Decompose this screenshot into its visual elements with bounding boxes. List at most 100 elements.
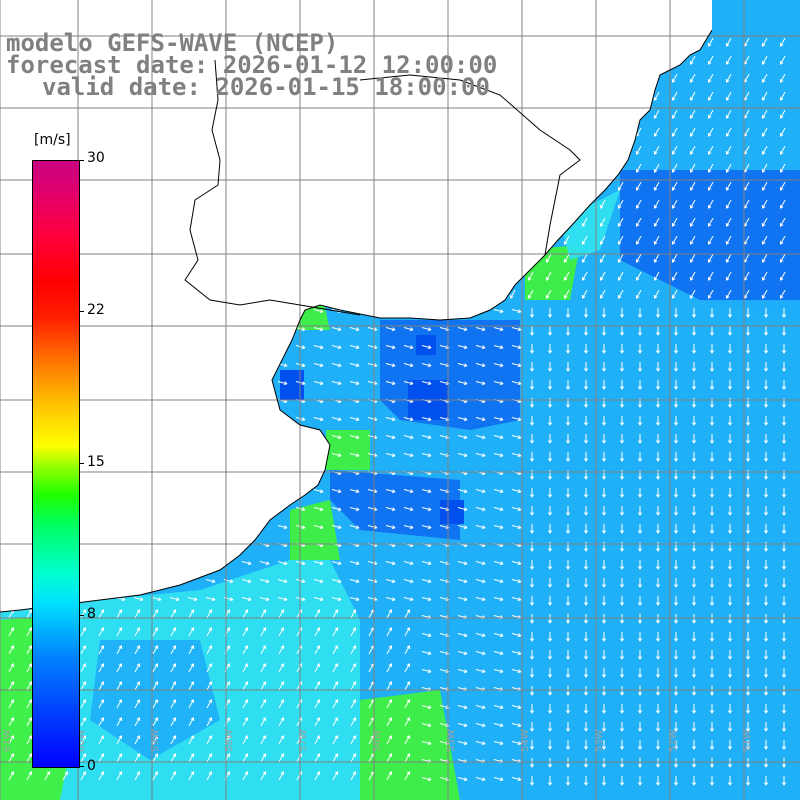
- wind-arrow: [278, 771, 284, 781]
- wind-arrow-head: [547, 476, 553, 480]
- wind-arrow: [188, 645, 194, 655]
- wind-arrow: [331, 452, 341, 457]
- wind-arrow-head: [481, 417, 486, 422]
- wind-arrow-head: [617, 205, 622, 209]
- wind-arrow-head: [427, 633, 432, 638]
- wind-arrow: [278, 609, 284, 619]
- wind-arrow-head: [779, 205, 784, 209]
- wind-arrow: [314, 735, 320, 745]
- wind-arrow: [350, 663, 356, 673]
- wind-arrow-head: [581, 241, 586, 245]
- wind-arrow-head: [262, 735, 267, 739]
- wind-arrow: [654, 181, 660, 191]
- wind-arrow-head: [653, 277, 658, 281]
- wind-arrow-head: [517, 579, 522, 584]
- wind-arrow-head: [635, 187, 640, 191]
- wind-arrow: [780, 55, 786, 65]
- wind-arrow-head: [319, 381, 324, 386]
- wind-arrow: [654, 217, 660, 227]
- wind-arrow-head: [655, 782, 661, 786]
- wind-arrow-head: [319, 507, 324, 512]
- wind-arrow-head: [319, 327, 324, 332]
- wind-arrow: [475, 632, 485, 637]
- wind-arrow: [457, 434, 467, 439]
- wind-arrow: [314, 771, 320, 781]
- wind-arrow-head: [445, 435, 450, 440]
- wind-arrow-head: [689, 79, 694, 83]
- wind-arrow-head: [82, 735, 87, 739]
- wind-arrow: [439, 434, 449, 439]
- wind-arrow: [206, 627, 212, 637]
- wind-arrow-head: [583, 368, 589, 372]
- wind-arrow-head: [637, 764, 643, 768]
- wind-arrow-head: [154, 645, 159, 649]
- wind-arrow: [421, 722, 431, 727]
- wind-arrow: [421, 524, 431, 529]
- wind-arrow: [708, 91, 714, 101]
- wind-arrow: [368, 717, 374, 727]
- wind-arrow-head: [707, 169, 712, 173]
- wind-arrow-head: [707, 205, 712, 209]
- wind-arrow: [421, 506, 431, 511]
- wind-arrow-head: [707, 187, 712, 191]
- wind-arrow: [242, 771, 248, 781]
- wind-arrow-head: [689, 61, 694, 65]
- wind-arrow: [188, 663, 194, 673]
- wind-arrow-head: [337, 363, 342, 368]
- wind-arrow-head: [373, 327, 378, 332]
- wind-arrow-head: [547, 782, 553, 786]
- wind-arrow-head: [601, 674, 607, 678]
- wind-arrow-head: [301, 363, 306, 368]
- wind-arrow: [260, 771, 266, 781]
- wind-arrow: [385, 452, 395, 457]
- wind-arrow-head: [226, 645, 231, 649]
- wind-arrow-head: [565, 494, 571, 498]
- wind-arrow-head: [745, 512, 751, 516]
- wind-arrow: [762, 235, 768, 245]
- wind-arrow: [314, 663, 320, 673]
- wind-arrow-head: [481, 777, 486, 782]
- wind-arrow-head: [337, 345, 342, 350]
- wind-arrow-head: [709, 476, 715, 480]
- wind-arrow-head: [709, 584, 715, 588]
- wind-arrow: [367, 488, 377, 493]
- wind-arrow-head: [707, 151, 712, 155]
- wind-arrow: [744, 181, 750, 191]
- wind-arrow-head: [655, 476, 661, 480]
- wind-speed-zone: [90, 640, 220, 760]
- wind-arrow-head: [529, 746, 535, 750]
- wind-arrow: [618, 289, 624, 299]
- wind-arrow-head: [601, 728, 607, 732]
- wind-arrow: [278, 753, 284, 763]
- wind-arrow: [439, 596, 449, 601]
- colorbar-label-22: 22: [87, 302, 105, 318]
- coastline: [0, 29, 713, 613]
- wind-arrow-head: [565, 656, 571, 660]
- wind-arrow: [511, 452, 521, 457]
- wind-arrow: [80, 771, 86, 781]
- wind-arrow: [116, 681, 122, 691]
- wind-arrow-head: [283, 561, 288, 566]
- wind-arrow-head: [373, 345, 378, 350]
- wind-arrow-head: [154, 699, 159, 703]
- wind-arrow-head: [262, 645, 267, 649]
- wind-arrow: [439, 632, 449, 637]
- wind-arrow-head: [337, 561, 342, 566]
- wind-arrow-head: [172, 753, 177, 757]
- wind-arrow: [80, 663, 86, 673]
- wind-arrow-head: [481, 327, 486, 332]
- wind-arrow: [511, 686, 521, 691]
- longitude-label: 60W: [76, 729, 87, 752]
- wind-arrow: [600, 289, 606, 299]
- wind-arrow-head: [779, 97, 784, 101]
- valid-date: valid date: 2026-01-15 18:00:00: [42, 73, 490, 101]
- wind-arrow: [332, 771, 338, 781]
- wind-arrow-head: [781, 638, 787, 642]
- wind-arrow-head: [655, 566, 661, 570]
- colorbar-tick-mark: [79, 311, 84, 312]
- wind-arrow: [26, 681, 32, 691]
- wind-arrow: [242, 681, 248, 691]
- wind-arrow-head: [427, 327, 432, 332]
- wind-arrow: [672, 217, 678, 227]
- wind-arrow: [726, 73, 732, 83]
